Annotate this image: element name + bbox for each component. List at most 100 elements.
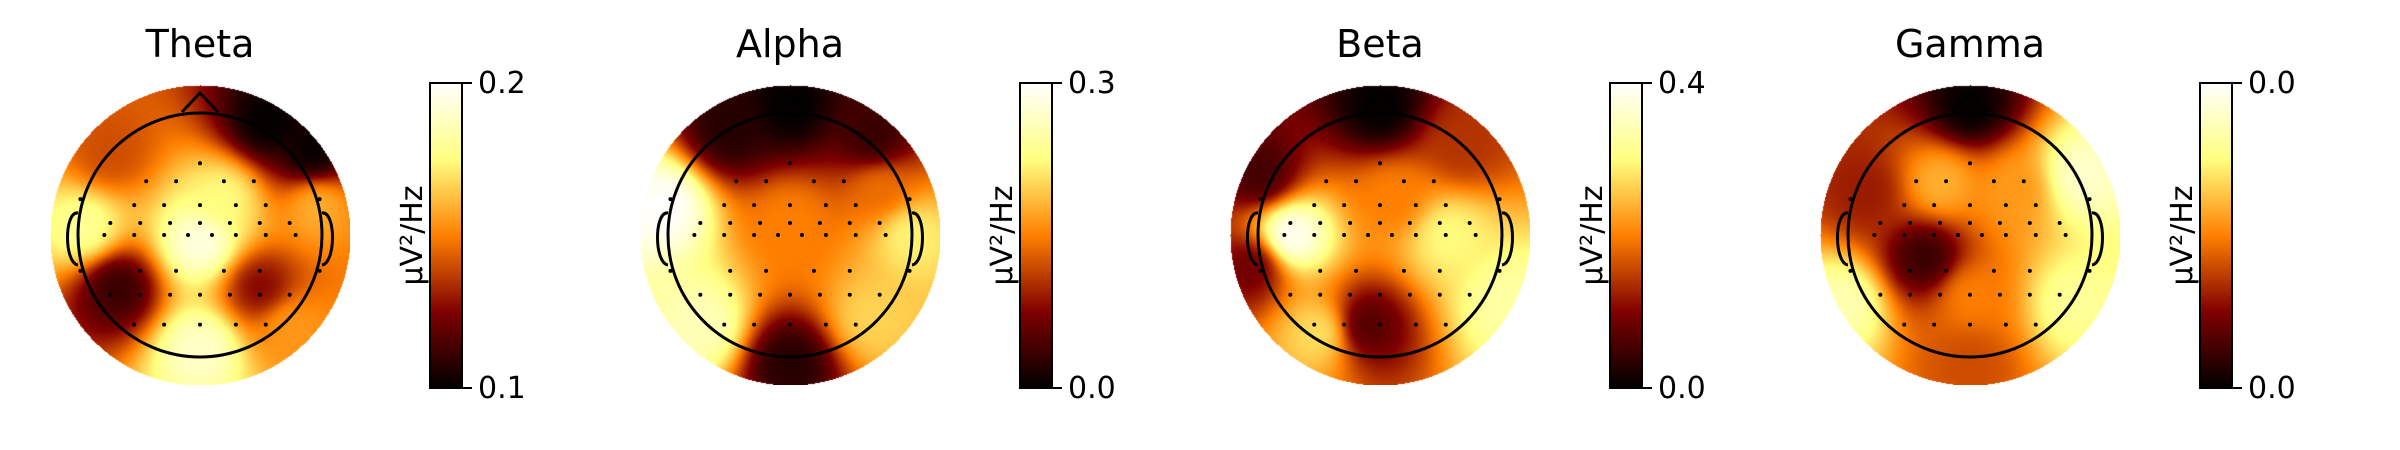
head-outline (1846, 111, 2094, 359)
sensor-marker (1908, 221, 1913, 226)
sensor-marker (1437, 221, 1442, 226)
sensor-marker (162, 203, 167, 208)
sensor-marker (734, 179, 739, 184)
sensor-marker (788, 221, 792, 226)
left-ear-outline (656, 211, 669, 267)
sensor-marker (1312, 322, 1317, 327)
sensor-marker (1938, 292, 1943, 297)
sensor-marker (1348, 221, 1353, 226)
sensor-marker (233, 203, 238, 208)
sensor-marker (788, 203, 792, 208)
sensor-marker (1258, 268, 1263, 273)
topomap-heatmap (50, 85, 350, 385)
sensor-marker (1443, 203, 1448, 208)
sensor-marker (1968, 292, 1972, 297)
sensor-marker (1443, 233, 1448, 237)
sensor-marker (198, 221, 202, 226)
sensor-marker (1979, 233, 1984, 237)
sensor-marker (1467, 221, 1472, 226)
sensor-marker (1378, 322, 1382, 327)
sensor-marker (1991, 179, 1996, 184)
sensor-marker (2021, 179, 2026, 184)
sensor-marker (1914, 179, 1919, 184)
topomap-title: Beta (1336, 22, 1424, 66)
sensor-marker (168, 221, 173, 226)
sensor-marker (108, 221, 113, 226)
sensor-marker (1366, 233, 1371, 237)
sensor-marker (883, 233, 888, 237)
sensor-marker (811, 179, 816, 184)
right-ear-outline (1501, 211, 1514, 267)
sensor-marker (1467, 292, 1472, 297)
sensor-marker (758, 221, 763, 226)
sensor-marker (198, 292, 202, 297)
sensor-marker (1312, 233, 1317, 237)
sensor-marker (823, 322, 828, 327)
sensor-marker (2087, 268, 2092, 273)
sensor-marker (776, 233, 781, 237)
sensor-marker (722, 203, 727, 208)
sensor-marker (847, 268, 852, 273)
sensor-marker (1991, 268, 1996, 273)
left-ear-outline (1246, 211, 1259, 267)
sensor-marker (227, 221, 232, 226)
sensor-marker (1389, 233, 1394, 237)
sensor-marker (668, 268, 673, 273)
sensor-marker (841, 179, 846, 184)
sensor-marker (2033, 233, 2038, 237)
sensor-marker (1938, 221, 1943, 226)
sensor-marker (198, 161, 202, 166)
sensor-marker (1932, 322, 1937, 327)
sensor-marker (752, 233, 757, 237)
sensor-marker (2033, 203, 2038, 208)
sensor-marker (1902, 233, 1907, 237)
sensor-marker (799, 233, 804, 237)
sensor-marker (1378, 292, 1382, 297)
colorbar-unit-label: µV²/Hz (1575, 185, 1610, 285)
sensor-marker (1443, 322, 1448, 327)
sensor-marker (853, 233, 858, 237)
sensor-marker (162, 322, 167, 327)
topomap-title: Alpha (736, 22, 844, 66)
sensor-marker (1288, 292, 1293, 297)
sensor-marker (1968, 203, 1972, 208)
colorbar-min-label: 0.1 (478, 371, 526, 406)
sensor-marker (2003, 233, 2008, 237)
right-ear-outline (321, 211, 334, 267)
sensor-marker (2033, 322, 2038, 327)
sensor-marker (1413, 233, 1418, 237)
sensor-marker (1908, 292, 1913, 297)
sensor-marker (698, 221, 703, 226)
sensor-marker (1497, 197, 1502, 202)
sensor-marker (227, 292, 232, 297)
sensor-marker (144, 179, 149, 184)
sensor-marker (1348, 292, 1353, 297)
sensor-marker (1497, 268, 1502, 273)
sensor-marker (221, 268, 226, 273)
sensor-marker (2027, 221, 2032, 226)
sensor-marker (1288, 221, 1293, 226)
sensor-marker (1944, 268, 1949, 273)
sensor-marker (257, 268, 262, 273)
sensor-marker (2087, 197, 2092, 202)
sensor-marker (2003, 203, 2008, 208)
sensor-marker (209, 233, 214, 237)
colorbar-unit-label: µV²/Hz (985, 185, 1020, 285)
sensor-marker (788, 292, 792, 297)
sensor-marker (233, 233, 238, 237)
sensor-marker (758, 292, 763, 297)
sensor-marker (257, 292, 262, 297)
sensor-marker (1997, 221, 2002, 226)
sensor-marker (1968, 221, 1972, 226)
sensor-marker (1282, 233, 1287, 237)
sensor-marker (877, 292, 882, 297)
sensor-marker (1378, 203, 1382, 208)
sensor-marker (2003, 322, 2008, 327)
sensor-marker (1407, 221, 1412, 226)
sensor-marker (138, 221, 143, 226)
sensor-marker (1413, 203, 1418, 208)
sensor-marker (1342, 233, 1347, 237)
sensor-marker (853, 203, 858, 208)
sensor-marker (877, 221, 882, 226)
sensor-marker (823, 233, 828, 237)
